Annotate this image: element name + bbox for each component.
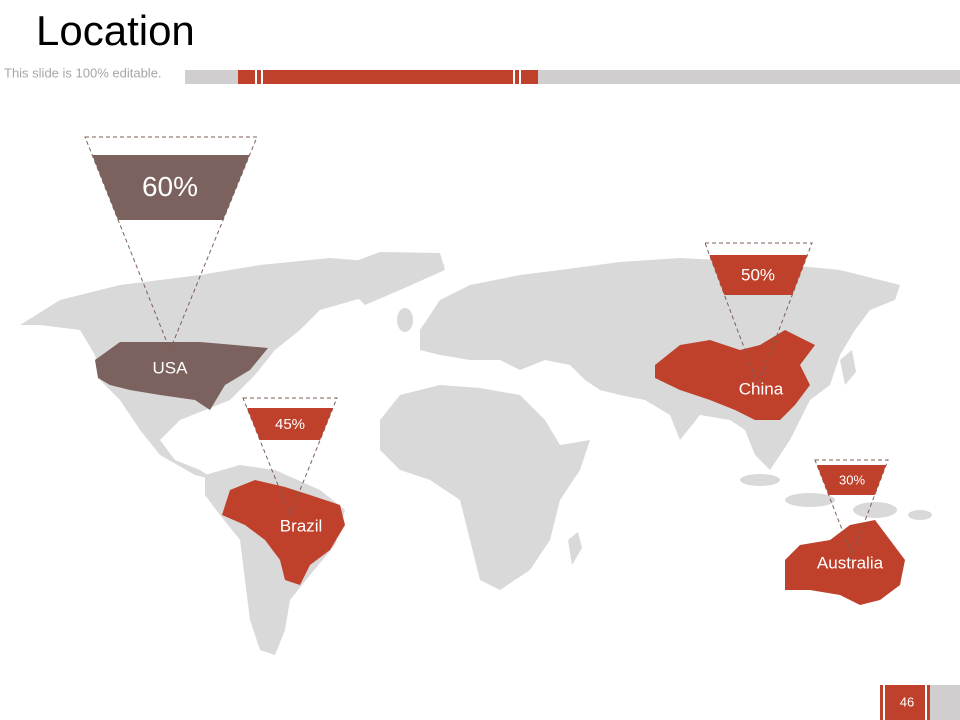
title: Location <box>36 7 195 54</box>
country-label: Australia <box>817 553 884 572</box>
country-shape <box>95 342 268 410</box>
funnel-outline <box>704 242 813 387</box>
percent-label: 60% <box>142 171 198 202</box>
country-shape <box>222 480 345 585</box>
funnel-band <box>247 408 333 440</box>
subtitle: This slide is 100% editable. <box>4 65 162 80</box>
funnel-band <box>709 255 808 295</box>
funnel-band <box>816 465 887 495</box>
percent-label: 45% <box>275 416 305 433</box>
funnel-outline <box>814 459 889 557</box>
world-map <box>20 252 932 655</box>
funnel-band <box>92 155 250 220</box>
page-stripes <box>883 685 927 720</box>
country-label: China <box>739 379 784 398</box>
percent-label: 50% <box>741 265 775 284</box>
page-number-side <box>930 685 960 720</box>
percent-label: 30% <box>839 472 865 487</box>
country-label: Brazil <box>280 516 323 535</box>
country-shape <box>655 330 815 420</box>
country-label: USA <box>153 358 189 377</box>
funnel-outline <box>242 397 338 517</box>
markers: 60% USA 45% Brazil 50% China 30% Australia <box>84 136 905 605</box>
country-shape <box>785 520 905 605</box>
accent-stripes <box>255 70 521 84</box>
header-accent <box>238 70 538 84</box>
page-number-box <box>880 685 930 720</box>
funnel-outline <box>84 136 258 352</box>
page-number: 46 <box>900 694 914 709</box>
